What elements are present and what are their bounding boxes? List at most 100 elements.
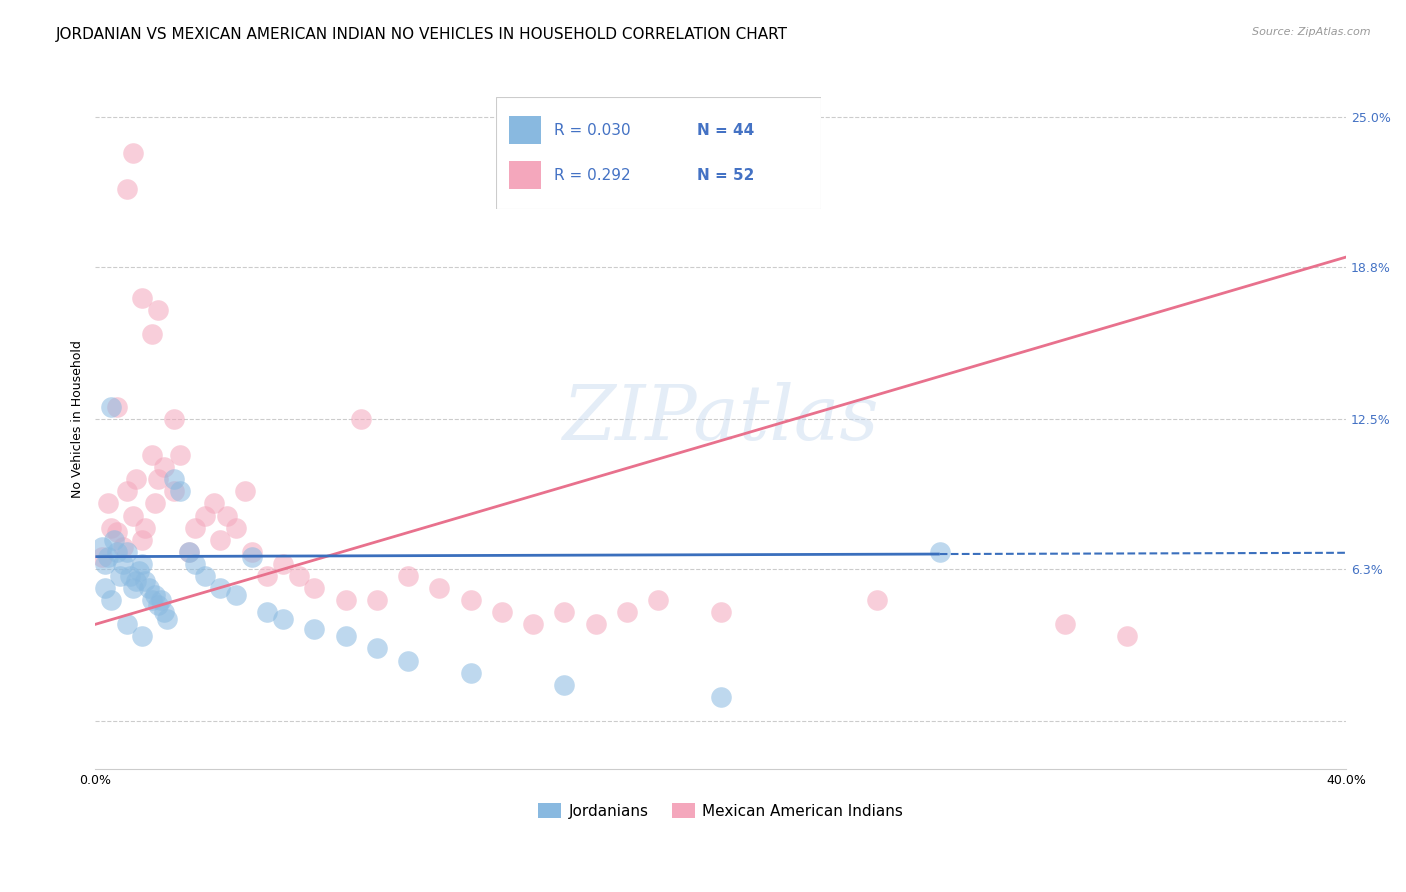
Point [491, 605, 513, 619]
Point [115, 182, 138, 196]
Point [141, 327, 163, 342]
Point [287, 569, 309, 583]
Point [179, 545, 201, 559]
Point [105, 400, 128, 414]
Point [146, 598, 169, 612]
Point [122, 146, 145, 161]
Point [153, 460, 176, 475]
Point [122, 508, 145, 523]
Point [134, 521, 156, 535]
Point [396, 654, 419, 668]
Point [141, 448, 163, 462]
Point [271, 612, 294, 626]
Point [209, 581, 232, 595]
Point [256, 569, 278, 583]
Point [112, 540, 135, 554]
Point [93, 557, 115, 571]
Point [335, 593, 357, 607]
Point [366, 641, 388, 656]
Point [138, 581, 160, 595]
Point [194, 569, 217, 583]
Point [427, 581, 450, 595]
Point [105, 525, 128, 540]
Point [184, 521, 207, 535]
Point [90, 549, 112, 564]
Point [928, 545, 950, 559]
Point [97, 549, 120, 564]
Point [553, 678, 575, 692]
Point [146, 303, 169, 318]
Point [585, 617, 607, 632]
Point [110, 569, 132, 583]
Point [131, 291, 153, 305]
Point [128, 564, 150, 578]
Point [460, 593, 482, 607]
Point [271, 557, 294, 571]
Point [105, 545, 128, 559]
Point [366, 593, 388, 607]
Point [131, 629, 153, 643]
Point [350, 412, 373, 426]
Point [647, 593, 669, 607]
Point [522, 617, 544, 632]
Point [93, 581, 115, 595]
Point [162, 472, 184, 486]
Point [162, 412, 184, 426]
Point [125, 472, 148, 486]
Point [115, 545, 138, 559]
Point [202, 496, 225, 510]
Point [97, 496, 120, 510]
Point [225, 588, 247, 602]
Point [146, 472, 169, 486]
Point [115, 484, 138, 499]
Point [162, 484, 184, 499]
Point [335, 629, 357, 643]
Point [1116, 629, 1139, 643]
Point [143, 496, 166, 510]
Point [112, 557, 135, 571]
Point [240, 549, 263, 564]
Point [118, 569, 141, 583]
Point [1053, 617, 1076, 632]
Point [460, 665, 482, 680]
Point [215, 508, 238, 523]
Point [194, 508, 217, 523]
Point [169, 448, 191, 462]
Point [131, 533, 153, 547]
Point [150, 593, 173, 607]
Point [710, 690, 733, 704]
Point [209, 533, 232, 547]
Point [90, 540, 112, 554]
Point [553, 605, 575, 619]
Point [156, 612, 179, 626]
Point [179, 545, 201, 559]
Point [115, 617, 138, 632]
Legend: Jordanians, Mexican American Indians: Jordanians, Mexican American Indians [533, 797, 910, 825]
Point [103, 533, 125, 547]
Point [100, 400, 122, 414]
Point [131, 557, 153, 571]
Point [240, 545, 263, 559]
Y-axis label: No Vehicles in Household: No Vehicles in Household [72, 340, 84, 498]
Point [304, 622, 326, 636]
Point [396, 569, 419, 583]
Point [100, 521, 122, 535]
Point [616, 605, 638, 619]
Point [256, 605, 278, 619]
Point [866, 593, 889, 607]
Point [184, 557, 207, 571]
Point [235, 484, 257, 499]
Point [225, 521, 247, 535]
Point [710, 605, 733, 619]
Point [169, 484, 191, 499]
Point [304, 581, 326, 595]
Point [125, 574, 148, 588]
Text: JORDANIAN VS MEXICAN AMERICAN INDIAN NO VEHICLES IN HOUSEHOLD CORRELATION CHART: JORDANIAN VS MEXICAN AMERICAN INDIAN NO … [56, 27, 789, 42]
Point [153, 605, 176, 619]
Point [122, 581, 145, 595]
Point [134, 574, 156, 588]
Point [141, 593, 163, 607]
Point [100, 593, 122, 607]
Text: Source: ZipAtlas.com: Source: ZipAtlas.com [1253, 27, 1371, 37]
Text: ZIPatlas: ZIPatlas [562, 382, 879, 456]
